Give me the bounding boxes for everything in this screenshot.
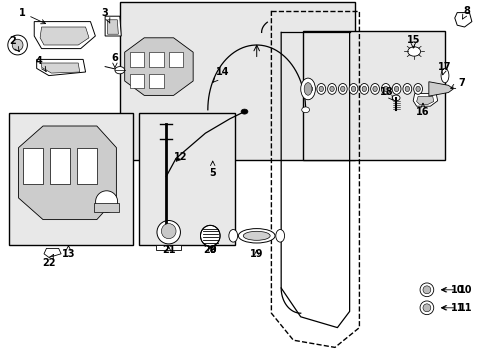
- Ellipse shape: [305, 84, 314, 94]
- Polygon shape: [40, 27, 89, 45]
- Ellipse shape: [361, 86, 366, 91]
- Ellipse shape: [383, 86, 387, 91]
- Ellipse shape: [12, 39, 23, 51]
- Text: 12: 12: [174, 152, 187, 162]
- Bar: [120, 2, 354, 160]
- Text: 17: 17: [437, 62, 451, 75]
- Polygon shape: [19, 126, 116, 220]
- Ellipse shape: [350, 86, 355, 91]
- Polygon shape: [454, 13, 471, 27]
- Bar: [129, 52, 144, 67]
- Text: 5: 5: [209, 161, 216, 178]
- Polygon shape: [428, 82, 452, 96]
- Text: 1: 1: [19, 8, 45, 24]
- Text: 13: 13: [61, 246, 75, 259]
- Ellipse shape: [348, 84, 357, 94]
- Circle shape: [407, 47, 420, 56]
- Ellipse shape: [340, 86, 345, 91]
- Bar: [156, 245, 181, 250]
- Bar: [303, 31, 444, 160]
- Bar: [50, 148, 70, 184]
- Ellipse shape: [370, 84, 379, 94]
- Text: 15: 15: [406, 35, 419, 48]
- Ellipse shape: [359, 84, 368, 94]
- Ellipse shape: [319, 86, 323, 91]
- Ellipse shape: [308, 86, 312, 91]
- Polygon shape: [107, 20, 118, 34]
- Ellipse shape: [413, 84, 422, 94]
- Ellipse shape: [419, 283, 433, 297]
- Bar: [129, 74, 144, 88]
- Ellipse shape: [228, 230, 237, 242]
- Bar: [139, 113, 234, 245]
- Circle shape: [115, 67, 124, 74]
- Ellipse shape: [329, 86, 334, 91]
- Text: 14: 14: [213, 67, 229, 82]
- Text: 19: 19: [249, 249, 263, 259]
- Circle shape: [241, 109, 247, 114]
- Ellipse shape: [402, 84, 411, 94]
- Text: 11: 11: [442, 303, 472, 313]
- Ellipse shape: [304, 82, 311, 95]
- Ellipse shape: [275, 230, 284, 242]
- Text: 18: 18: [379, 87, 392, 100]
- Bar: [77, 148, 97, 184]
- Ellipse shape: [157, 220, 180, 244]
- Polygon shape: [34, 22, 95, 49]
- Text: 6: 6: [111, 53, 118, 68]
- Ellipse shape: [422, 304, 430, 312]
- Ellipse shape: [419, 301, 433, 315]
- Polygon shape: [416, 96, 433, 104]
- Text: 10: 10: [441, 285, 463, 295]
- Text: 3: 3: [102, 8, 110, 23]
- Bar: [168, 52, 183, 67]
- Ellipse shape: [327, 84, 336, 94]
- Ellipse shape: [338, 84, 346, 94]
- Ellipse shape: [243, 231, 269, 240]
- Ellipse shape: [238, 229, 274, 243]
- Bar: [149, 52, 163, 67]
- Text: 2: 2: [9, 36, 19, 51]
- Ellipse shape: [161, 224, 176, 239]
- Ellipse shape: [96, 191, 117, 212]
- Text: 22: 22: [42, 255, 56, 268]
- Polygon shape: [37, 59, 85, 76]
- Text: 4: 4: [36, 56, 46, 71]
- Ellipse shape: [415, 86, 419, 91]
- Polygon shape: [41, 63, 80, 73]
- Ellipse shape: [8, 35, 27, 55]
- Text: 11: 11: [441, 303, 463, 313]
- Text: 8: 8: [462, 6, 469, 19]
- Bar: [94, 203, 119, 212]
- Polygon shape: [44, 248, 61, 257]
- Ellipse shape: [440, 68, 448, 83]
- Text: 16: 16: [415, 103, 429, 117]
- Bar: [23, 148, 43, 184]
- Ellipse shape: [393, 86, 398, 91]
- Text: 10: 10: [442, 285, 472, 295]
- Ellipse shape: [391, 84, 400, 94]
- Polygon shape: [124, 38, 193, 95]
- Ellipse shape: [381, 84, 389, 94]
- Ellipse shape: [316, 84, 325, 94]
- Polygon shape: [412, 94, 437, 106]
- Text: 21: 21: [162, 245, 175, 255]
- Bar: [149, 74, 163, 88]
- Text: 9: 9: [209, 245, 216, 255]
- Ellipse shape: [200, 225, 220, 246]
- Circle shape: [391, 95, 399, 101]
- Ellipse shape: [422, 286, 430, 294]
- Text: 7: 7: [450, 78, 465, 89]
- Circle shape: [301, 107, 309, 113]
- Polygon shape: [105, 16, 121, 36]
- Ellipse shape: [300, 78, 315, 100]
- Text: 20: 20: [203, 245, 217, 255]
- Ellipse shape: [404, 86, 408, 91]
- Bar: [9, 113, 133, 245]
- Ellipse shape: [372, 86, 377, 91]
